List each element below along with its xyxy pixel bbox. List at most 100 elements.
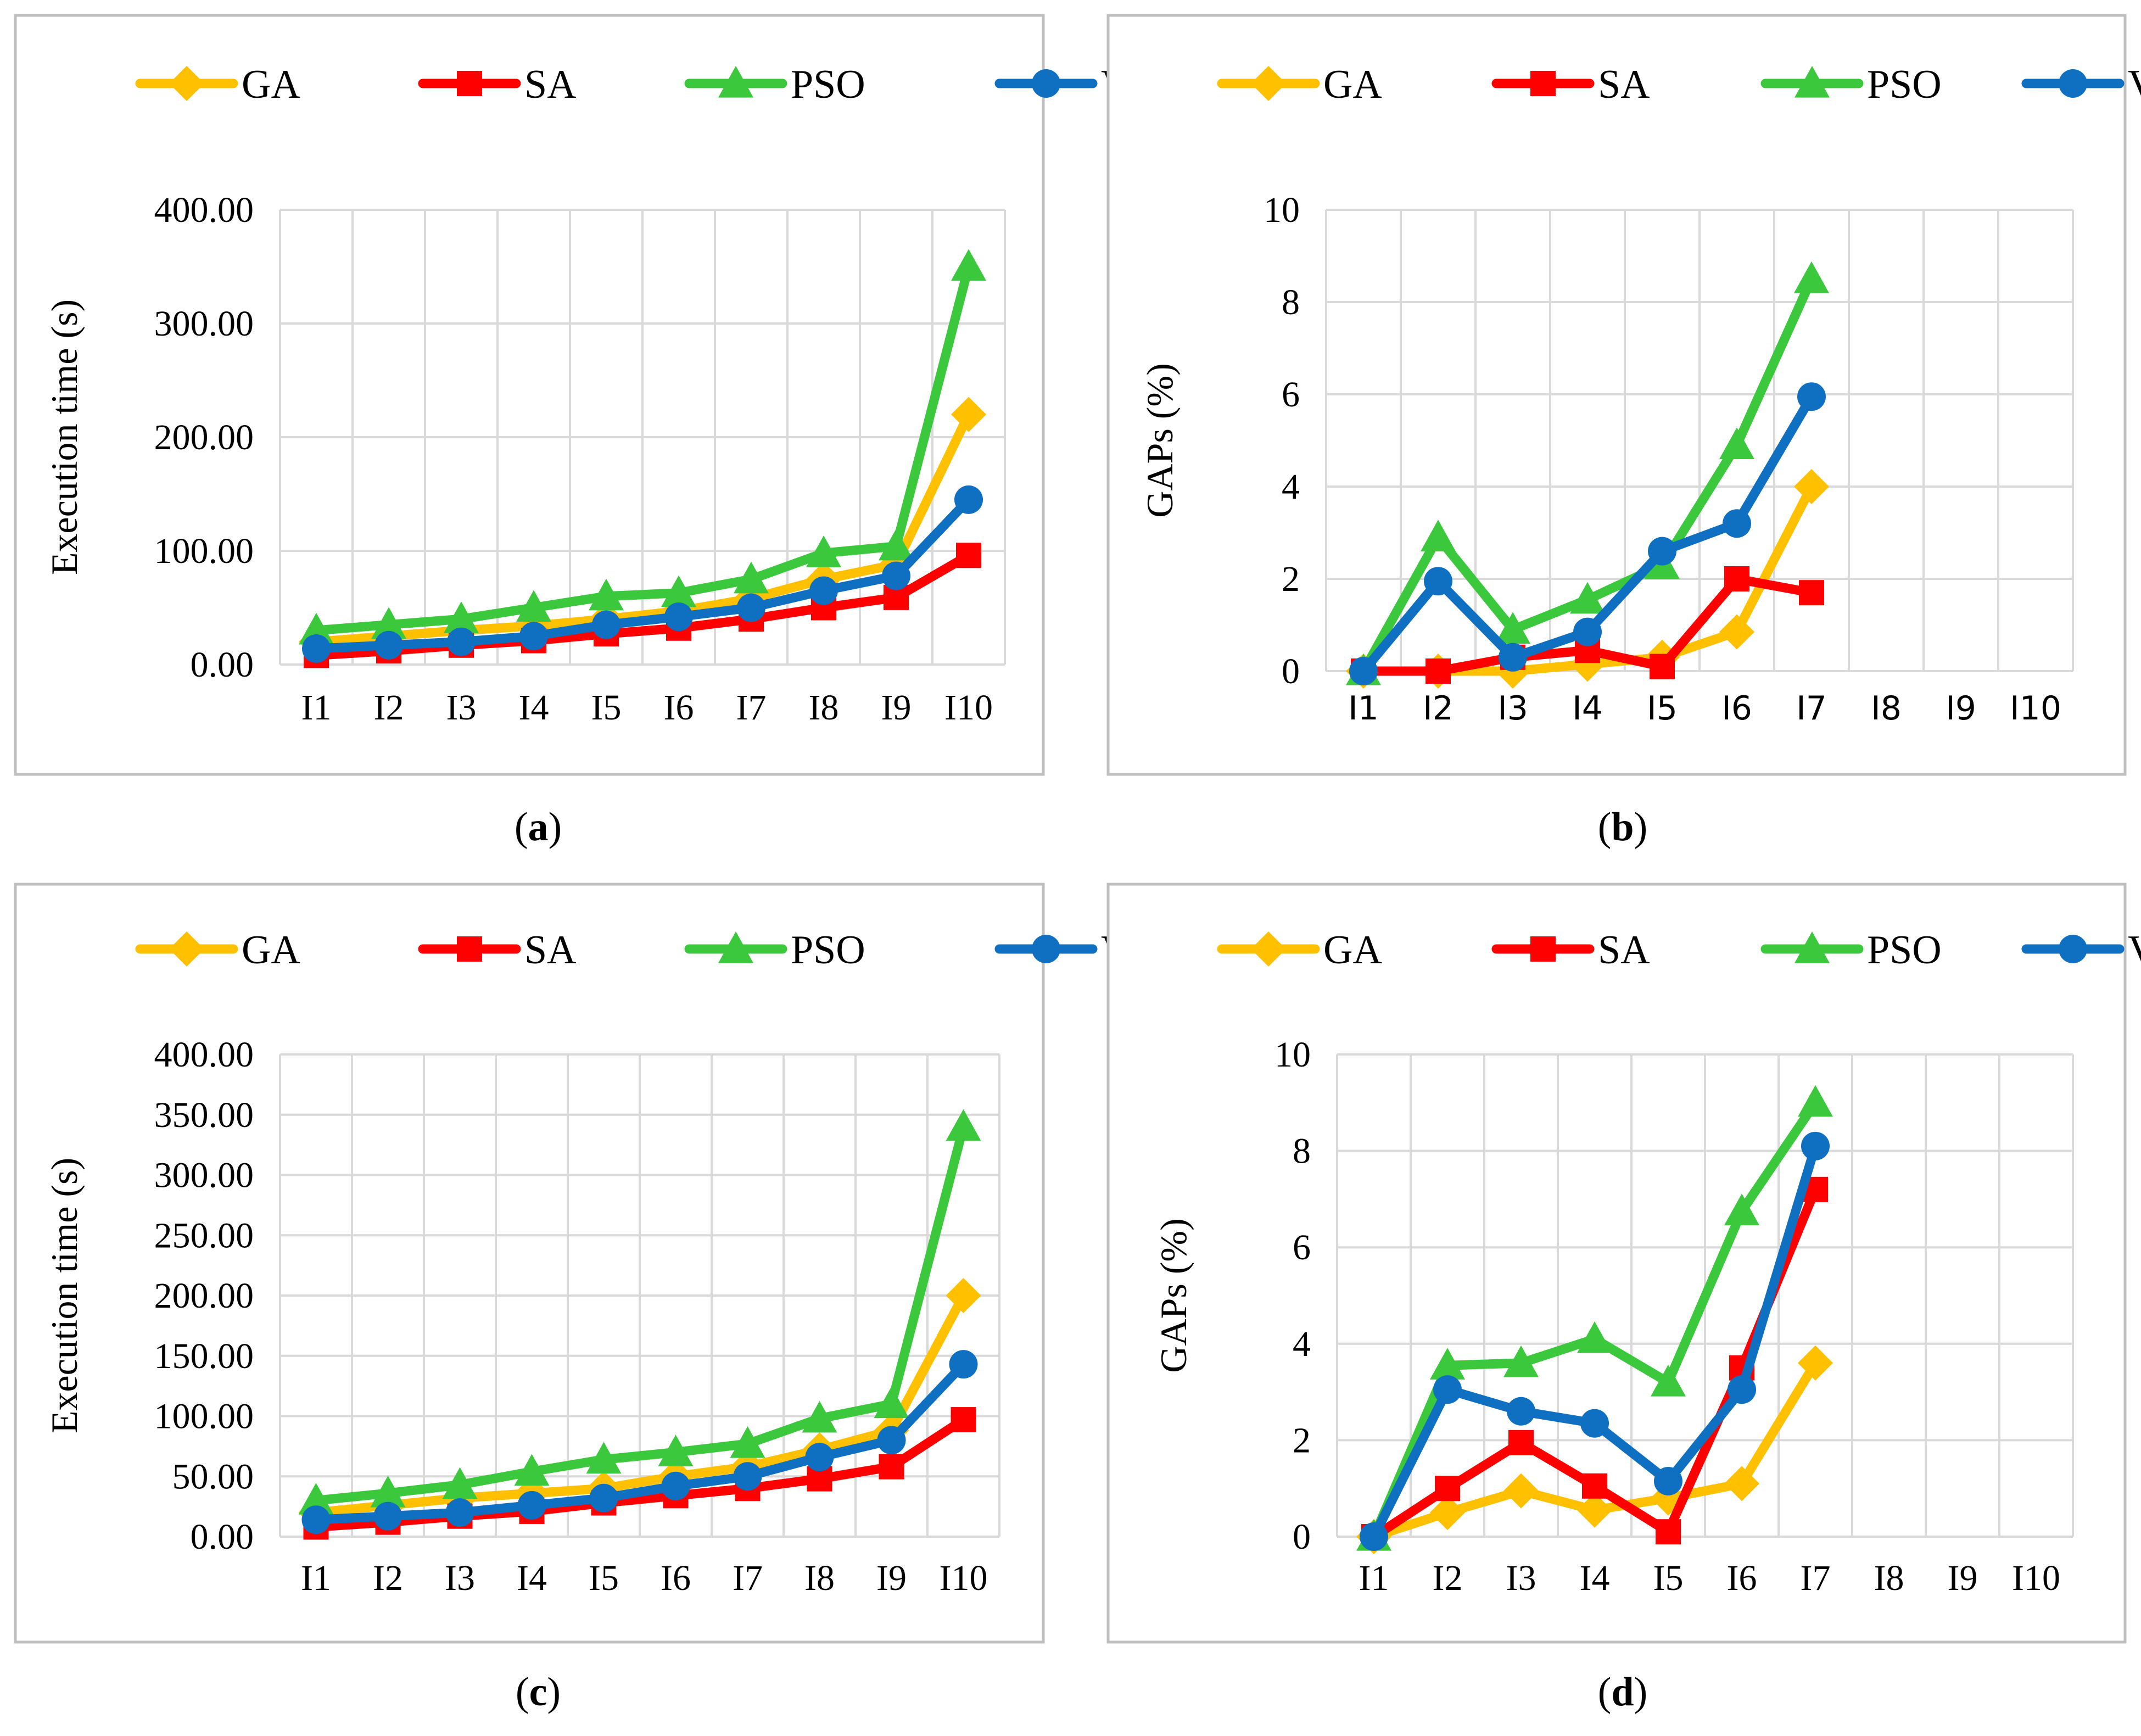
data-point-vdo (1654, 1467, 1682, 1496)
legend-item-pso: PSO (684, 62, 865, 107)
data-point-vdo (737, 593, 765, 622)
data-point-pso (444, 601, 479, 633)
panel-caption: (b) (1598, 805, 1647, 850)
legend-label: SA (1598, 928, 1650, 973)
data-point-vdo (1648, 537, 1676, 566)
data-point-vdo (1797, 382, 1826, 411)
x-tick-label: I7 (736, 688, 767, 728)
chart-panel-a: 0.00 100.00 200.00 300.00 400.00 I1 I2 I3 I4 I5 I6… (14, 14, 1189, 850)
x-tick-label: I6 (1721, 689, 1752, 728)
y-tick-label: 100.00 (154, 1397, 254, 1437)
legend-swatch-marker (169, 931, 204, 967)
data-point-vdo (1424, 567, 1452, 596)
data-point-pso (951, 249, 986, 281)
legend-item-ga: GA (1217, 928, 1382, 973)
data-point-vdo (1499, 643, 1527, 672)
caption-letter: c (529, 1670, 547, 1715)
legend-label: VDO (2128, 62, 2141, 107)
data-point-pso (1794, 261, 1829, 293)
legend-label: SA (1598, 62, 1650, 107)
y-tick-label: 0.00 (191, 1517, 254, 1557)
legend-swatch-marker (169, 66, 204, 101)
legend-label: GA (1323, 928, 1382, 973)
data-point-ga (1503, 1473, 1539, 1509)
data-point-pso (1495, 612, 1530, 644)
legend: GA SA PSO VDO (1217, 62, 2141, 107)
legend-swatch-marker (1032, 935, 1060, 963)
legend-item-pso: PSO (1760, 62, 1942, 107)
x-tick-label: I5 (1647, 689, 1678, 728)
data-point-pso (879, 528, 914, 561)
x-tick-label: I10 (2012, 1558, 2060, 1598)
x-tick-label: I9 (876, 1558, 907, 1598)
data-point-pso (589, 578, 624, 611)
data-point-vdo (1360, 1522, 1388, 1551)
legend-swatch-marker (1530, 71, 1556, 96)
legend-swatch-marker (2059, 69, 2087, 98)
data-point-ga (1577, 1492, 1612, 1528)
data-point-vdo (1801, 1131, 1830, 1160)
y-tick-label: 300.00 (154, 1156, 254, 1196)
y-tick-label: 8 (1282, 282, 1300, 322)
data-point-ga (1430, 1495, 1465, 1531)
x-tick-label: I3 (1497, 689, 1528, 728)
chart-frame (1106, 883, 2127, 1644)
data-point-pso (1798, 1085, 1833, 1117)
data-point-pso (1577, 1321, 1612, 1353)
panel-caption: (c) (516, 1670, 561, 1715)
data-point-vdo (592, 610, 621, 639)
legend-item-vdo: VDO (2021, 62, 2141, 107)
x-tick-label: I7 (733, 1558, 763, 1598)
data-point-sa (1724, 566, 1749, 591)
series-line-vdo (311, 1359, 968, 1525)
x-tick-label: I3 (445, 1558, 475, 1598)
series-line-pso (311, 262, 974, 635)
data-point-vdo (877, 1426, 906, 1455)
series-vdo (301, 1350, 978, 1534)
data-point-sa (1508, 1430, 1534, 1455)
y-tick-label: 100.00 (154, 531, 254, 571)
data-point-sa (879, 1454, 904, 1480)
data-point-sa (1799, 580, 1824, 606)
legend-label: GA (242, 928, 300, 973)
y-tick-label: 350.00 (154, 1095, 254, 1135)
data-point-vdo (949, 1350, 978, 1379)
legend-swatch-marker (1251, 66, 1286, 101)
caption-open-paren: ( (1598, 805, 1612, 850)
caption-letter: b (1611, 805, 1634, 850)
data-point-pso (1421, 520, 1456, 551)
data-point-vdo (589, 1483, 618, 1512)
caption-close-paren: ) (1634, 1670, 1648, 1715)
data-point-sa (1656, 1519, 1681, 1545)
data-point-vdo (661, 1471, 690, 1500)
data-point-sa (951, 1407, 976, 1433)
data-point-ga (1719, 614, 1754, 650)
caption-close-paren: ) (547, 1670, 561, 1715)
caption-letter: d (1611, 1670, 1634, 1715)
gridlines (1325, 209, 2074, 672)
y-tick-label: 10 (1264, 190, 1300, 230)
data-point-pso (371, 607, 406, 639)
panel-caption: (a) (515, 805, 562, 850)
legend-label: PSO (1867, 62, 1942, 107)
x-tick-label: I9 (1946, 689, 1976, 728)
y-axis-label: Execution time (s) (43, 1158, 85, 1433)
legend-item-vdo: VDO (2021, 928, 2141, 973)
legend-label: GA (1323, 62, 1382, 107)
data-point-sa (1435, 1476, 1460, 1501)
x-tick-label: I2 (373, 1558, 403, 1598)
x-tick-label: I7 (1801, 1558, 1831, 1598)
data-point-pso (658, 1434, 694, 1466)
y-tick-label: 400.00 (154, 1035, 254, 1075)
y-tick-label: 6 (1293, 1227, 1311, 1268)
x-tick-label: I5 (1653, 1558, 1684, 1598)
caption-open-paren: ( (1598, 1670, 1612, 1715)
legend-swatch-marker (2059, 935, 2087, 963)
data-point-pso (1651, 1365, 1686, 1397)
x-tick-label: I8 (1874, 1558, 1904, 1598)
data-point-vdo (1723, 509, 1751, 538)
data-point-vdo (445, 1498, 474, 1527)
data-point-pso (874, 1386, 909, 1419)
data-point-vdo (1433, 1375, 1462, 1404)
data-point-sa (1582, 1473, 1607, 1499)
